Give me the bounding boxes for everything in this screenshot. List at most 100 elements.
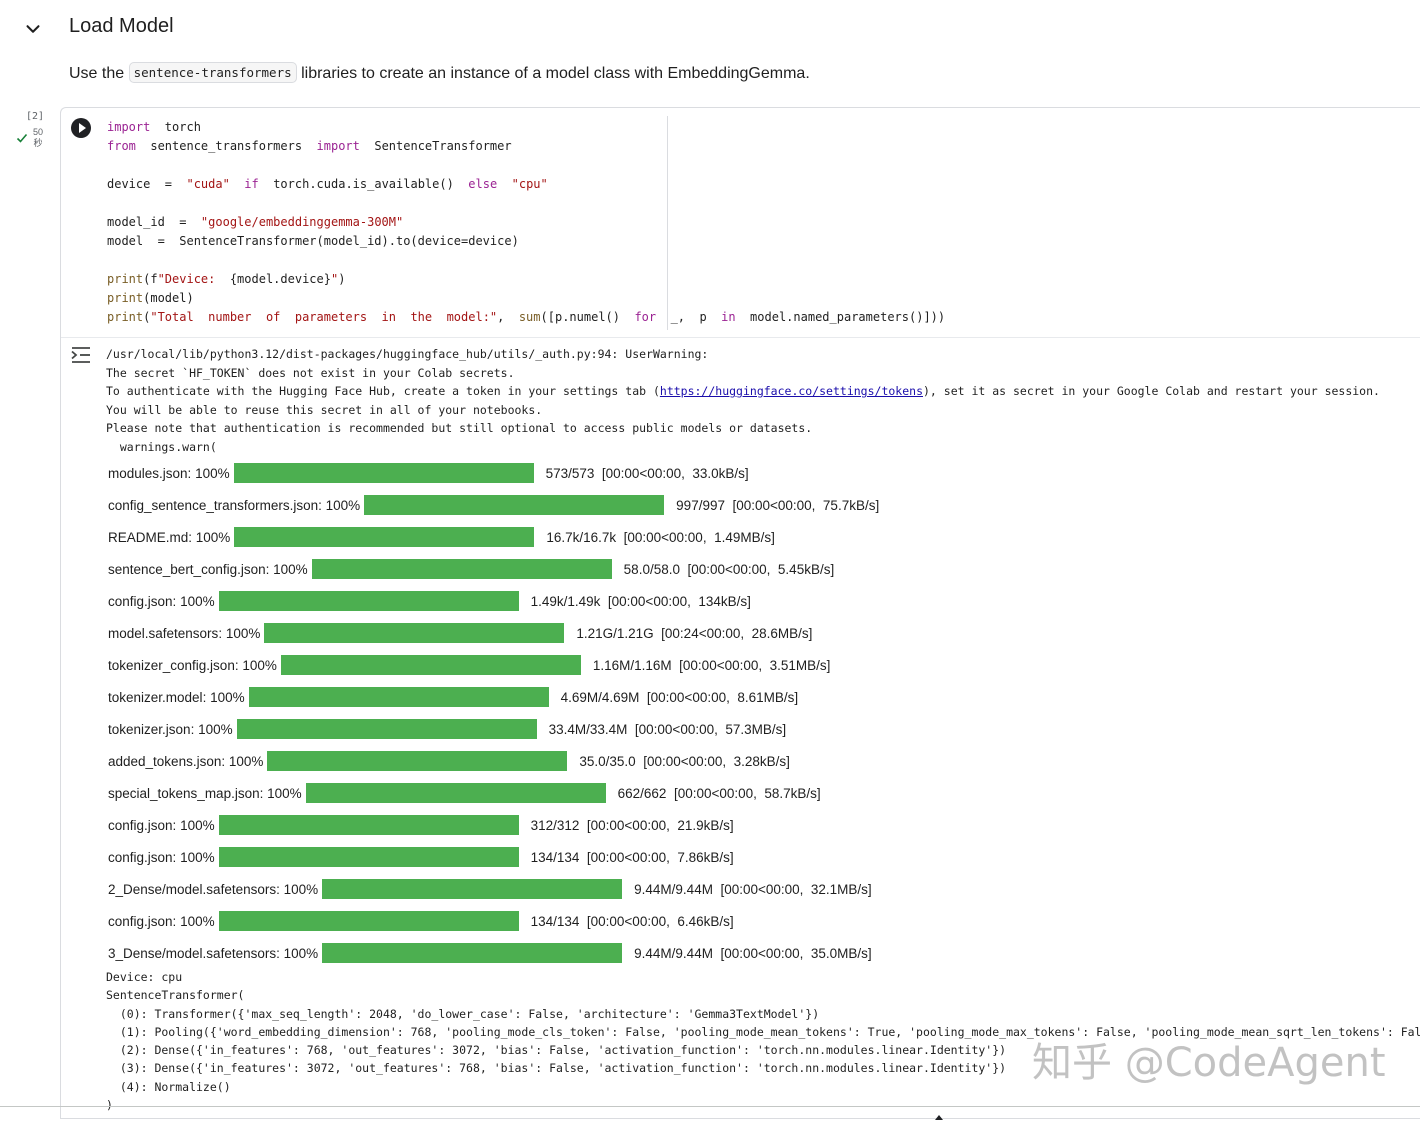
progress-file-name: model.safetensors bbox=[108, 625, 219, 641]
progress-bar bbox=[218, 815, 519, 835]
progress-file-name: modules.json bbox=[108, 465, 188, 481]
progress-stats: 312/312 [00:00<00:00, 21.9kB/s] bbox=[530, 817, 734, 833]
code-line: from sentence_transformers import Senten… bbox=[107, 139, 512, 153]
run-icon[interactable] bbox=[71, 118, 91, 138]
progress-percent: 100% bbox=[283, 945, 319, 961]
progress-stats: 134/134 [00:00<00:00, 7.86kB/s] bbox=[530, 849, 734, 865]
description-prefix: Use the bbox=[69, 65, 129, 82]
progress-file-label: added_tokens.json: 100% bbox=[108, 753, 264, 769]
progress-row: config.json: 100% 134/134 [00:00<00:00, 7… bbox=[108, 841, 1408, 873]
progress-file-label: 2_Dense/model.safetensors: 100% bbox=[108, 881, 319, 897]
progress-row: special_tokens_map.json: 100% 662/662 [00… bbox=[108, 777, 1408, 809]
progress-percent: 100% bbox=[267, 785, 302, 801]
progress-file-name: special_tokens_map.json bbox=[108, 785, 260, 801]
execution-time-value: 50 bbox=[33, 127, 44, 137]
execution-time-unit: 秒 bbox=[33, 138, 43, 148]
scroll-arrow-icon[interactable] bbox=[934, 1113, 944, 1121]
progress-file-label: tokenizer.model: 100% bbox=[108, 689, 245, 705]
progress-bar bbox=[218, 911, 519, 931]
code-line: model_id = "google/embeddinggemma-300M" bbox=[107, 215, 404, 229]
warning-output: /usr/local/lib/python3.12/dist-packages/… bbox=[106, 345, 1416, 456]
progress-percent: 100% bbox=[198, 721, 233, 737]
warning-line: Please note that authentication is recom… bbox=[106, 421, 813, 435]
progress-percent: 100% bbox=[210, 689, 245, 705]
progress-bar bbox=[236, 719, 537, 739]
progress-file-label: config.json: 100% bbox=[108, 593, 215, 609]
section-header: Load Model bbox=[0, 8, 1420, 48]
progress-percent: 100% bbox=[180, 913, 215, 929]
progress-file-name: config.json bbox=[108, 817, 173, 833]
progress-percent: 100% bbox=[180, 817, 215, 833]
progress-bar bbox=[322, 943, 623, 963]
progress-bar bbox=[280, 655, 581, 675]
code-line: import torch bbox=[107, 120, 201, 134]
warning-line: You will be able to reuse this secret in… bbox=[106, 402, 543, 417]
progress-file-label: config.json: 100% bbox=[108, 849, 215, 865]
progress-bar bbox=[311, 559, 612, 579]
progress-stats: 9.44M/9.44M [00:00<00:00, 32.1MB/s] bbox=[634, 881, 872, 897]
progress-file-label: README.md: 100% bbox=[108, 529, 231, 545]
output-line: (1): Pooling({'word_embedding_dimension'… bbox=[106, 1024, 1420, 1039]
progress-stats: 58.0/58.0 [00:00<00:00, 5.45kB/s] bbox=[623, 561, 835, 577]
progress-row: sentence_bert_config.json: 100% 58.0/58.0… bbox=[108, 553, 1408, 585]
output-toggle-icon[interactable] bbox=[70, 345, 92, 365]
progress-row: model.safetensors: 100% 1.21G/1.21G [00:2… bbox=[108, 617, 1408, 649]
output-line: (2): Dense({'in_features': 768, 'out_fea… bbox=[106, 1043, 1007, 1058]
section-description: Use the sentence-transformers libraries … bbox=[69, 62, 810, 83]
warning-line: warnings.warn( bbox=[106, 439, 217, 454]
progress-row: README.md: 100% 16.7k/16.7k [00:00<00:00,… bbox=[108, 521, 1408, 553]
progress-row: added_tokens.json: 100% 35.0/35.0 [00:00<… bbox=[108, 745, 1408, 777]
code-line: print(f"Device: {model.device}") bbox=[107, 272, 346, 286]
section-title: Load Model bbox=[69, 15, 174, 37]
code-line: print(model) bbox=[107, 291, 194, 305]
progress-file-name: 3_Dense/model.safetensors bbox=[108, 945, 277, 961]
progress-row: config.json: 100% 312/312 [00:00<00:00, 2… bbox=[108, 809, 1408, 841]
progress-bar bbox=[267, 751, 568, 771]
code-editor[interactable]: import torch from sentence_transformers i… bbox=[107, 118, 1407, 327]
progress-file-name: sentence_bert_config.json bbox=[108, 561, 266, 577]
progress-file-label: config_sentence_transformers.json: 100% bbox=[108, 497, 361, 513]
progress-file-name: config.json bbox=[108, 913, 173, 929]
progress-row: config.json: 100% 1.49k/1.49k [00:00<00:0… bbox=[108, 585, 1408, 617]
progress-stats: 134/134 [00:00<00:00, 6.46kB/s] bbox=[530, 913, 734, 929]
progress-file-label: sentence_bert_config.json: 100% bbox=[108, 561, 308, 577]
cell-bottom-border bbox=[0, 1106, 1420, 1107]
code-line: device = "cuda" if torch.cuda.is_availab… bbox=[107, 177, 548, 191]
progress-file-label: 3_Dense/model.safetensors: 100% bbox=[108, 945, 319, 961]
output-line: SentenceTransformer( bbox=[106, 988, 245, 1003]
execution-count: [2] bbox=[26, 111, 45, 122]
progress-file-name: config.json bbox=[108, 849, 173, 865]
code-cell[interactable] bbox=[60, 107, 1420, 1119]
output-line: (0): Transformer({'max_seq_length': 2048… bbox=[106, 1006, 820, 1021]
progress-row: tokenizer_config.json: 100% 1.16M/1.16M [… bbox=[108, 649, 1408, 681]
progress-stats: 1.16M/1.16M [00:00<00:00, 3.51MB/s] bbox=[592, 657, 831, 673]
progress-percent: 100% bbox=[180, 849, 215, 865]
model-summary-output: Device: cpu SentenceTransformer( (0): Tra… bbox=[106, 968, 1420, 1114]
check-icon bbox=[16, 133, 28, 143]
progress-stats: 16.7k/16.7k [00:00<00:00, 1.49MB/s] bbox=[546, 529, 775, 545]
progress-percent: 100% bbox=[283, 881, 319, 897]
progress-file-name: config.json bbox=[108, 593, 173, 609]
description-code: sentence-transformers bbox=[128, 62, 297, 83]
progress-bar bbox=[264, 623, 565, 643]
progress-row: 3_Dense/model.safetensors: 100% 9.44M/9.4… bbox=[108, 937, 1408, 969]
progress-bar bbox=[305, 783, 606, 803]
progress-bar bbox=[322, 879, 623, 899]
progress-percent: 100% bbox=[225, 625, 261, 641]
progress-percent: 100% bbox=[195, 465, 230, 481]
progress-file-label: config.json: 100% bbox=[108, 913, 215, 929]
progress-stats: 997/997 [00:00<00:00, 75.7kB/s] bbox=[676, 497, 880, 513]
chevron-down-icon[interactable] bbox=[22, 18, 44, 40]
progress-file-label: special_tokens_map.json: 100% bbox=[108, 785, 302, 801]
progress-row: config_sentence_transformers.json: 100% 9… bbox=[108, 489, 1408, 521]
progress-percent: 100% bbox=[242, 657, 277, 673]
progress-bar bbox=[234, 527, 535, 547]
progress-percent: 100% bbox=[195, 529, 231, 545]
progress-stats: 33.4M/33.4M [00:00<00:00, 57.3MB/s] bbox=[548, 721, 787, 737]
progress-bar bbox=[218, 591, 519, 611]
warning-line: To authenticate with the Hugging Face Hu… bbox=[106, 384, 1380, 398]
progress-file-name: tokenizer.json bbox=[108, 721, 191, 737]
settings-tokens-link[interactable]: https://huggingface.co/settings/tokens bbox=[659, 384, 923, 398]
editor-ruler bbox=[667, 116, 668, 330]
output-line: (3): Dense({'in_features': 3072, 'out_fe… bbox=[106, 1061, 1007, 1076]
